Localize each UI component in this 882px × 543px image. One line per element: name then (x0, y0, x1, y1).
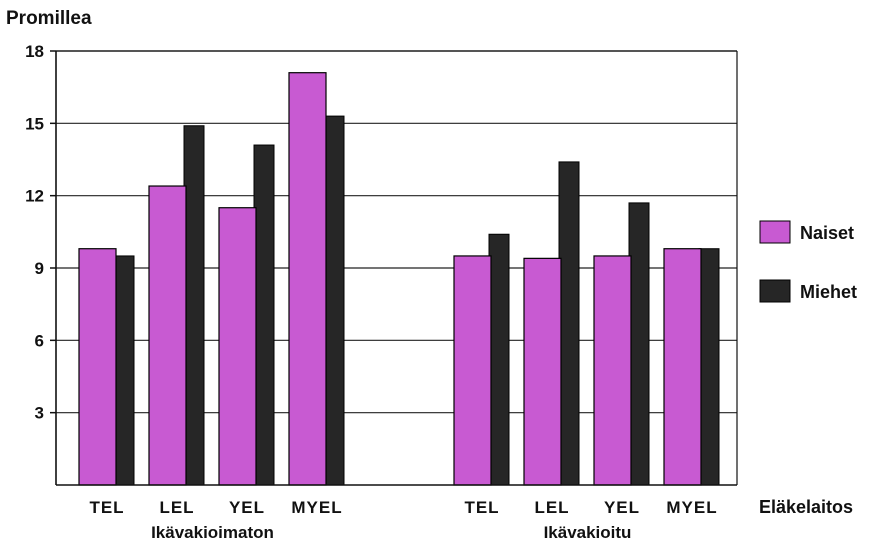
group-label: Ikävakioimaton (151, 523, 274, 542)
bar-naiset-1-lel (523, 257, 562, 486)
axes (50, 50, 738, 486)
bar-naiset-0-lel (148, 185, 187, 486)
bars (78, 72, 720, 486)
x-tick-label: TEL (89, 498, 124, 517)
x-tick-label: MYEL (291, 498, 342, 517)
x-axis-label: Eläkelaitos (759, 497, 853, 517)
legend-swatch-naiset (759, 220, 791, 244)
bar-miehet-0-yel (253, 144, 275, 486)
tick-labels: 3 6 9 12 15 18 TEL LEL YEL MYEL Ikävakioimaton TEL L… (25, 42, 717, 542)
bar-miehet-0-myel (323, 115, 345, 486)
x-tick-label: TEL (464, 498, 499, 517)
bar-miehet-1-yel (628, 202, 650, 486)
legend-label-naiset: Naiset (800, 223, 854, 243)
y-tick-label: 12 (25, 187, 44, 206)
bar-miehet-0-tel (113, 255, 135, 486)
legend-label-miehet: Miehet (800, 282, 857, 302)
x-tick-label: LEL (534, 498, 569, 517)
y-axis-label: Promillea (6, 8, 92, 29)
legend: Naiset Miehet (759, 220, 857, 303)
x-tick-label: YEL (229, 498, 265, 517)
bar-naiset-1-yel (593, 255, 632, 486)
bar-miehet-1-myel (698, 248, 720, 486)
group-label: Ikävakioitu (544, 523, 632, 542)
bar-naiset-1-tel (453, 255, 492, 486)
y-tick-label: 18 (25, 42, 44, 61)
x-tick-label: YEL (604, 498, 640, 517)
y-tick-label: 3 (35, 404, 44, 423)
legend-swatch-miehet (759, 279, 791, 303)
bar-miehet-1-lel (558, 161, 580, 486)
bar-naiset-0-tel (78, 248, 117, 486)
y-tick-label: 15 (25, 114, 44, 133)
y-tick-label: 6 (35, 331, 44, 350)
bar-naiset-0-myel (288, 72, 327, 486)
bar-naiset-0-yel (218, 207, 257, 486)
x-tick-label: LEL (159, 498, 194, 517)
x-tick-label: MYEL (666, 498, 717, 517)
bar-miehet-1-tel (488, 233, 510, 486)
bar-naiset-1-myel (663, 248, 702, 486)
bar-miehet-0-lel (183, 125, 205, 486)
y-tick-label: 9 (35, 259, 44, 278)
